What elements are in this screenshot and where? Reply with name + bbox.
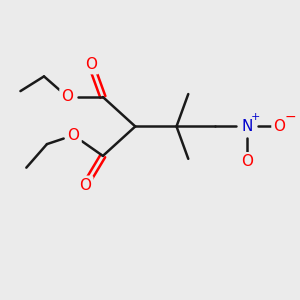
Text: O: O (61, 89, 74, 104)
Text: O: O (79, 178, 91, 193)
Text: O: O (241, 154, 253, 169)
Text: N: N (242, 119, 253, 134)
Text: O: O (68, 128, 80, 143)
Text: O: O (85, 57, 97, 72)
Text: −: − (285, 110, 297, 124)
Text: +: + (251, 112, 260, 122)
Text: O: O (274, 119, 286, 134)
